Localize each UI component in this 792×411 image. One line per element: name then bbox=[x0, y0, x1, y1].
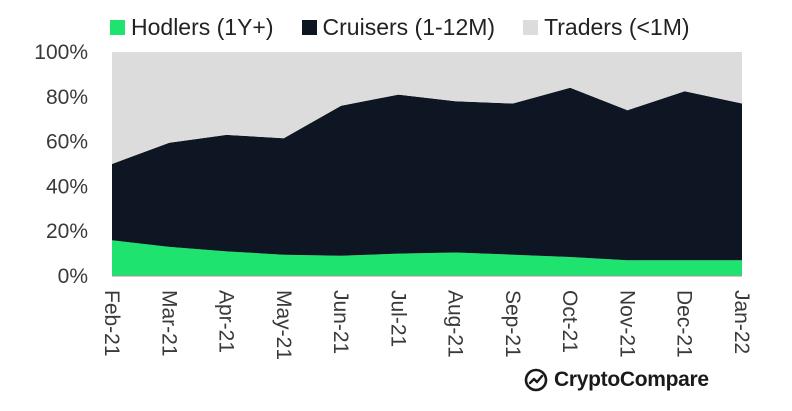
y-tick-label: 60% bbox=[46, 131, 88, 154]
y-axis: 0% 20% 40% 60% 80% 100% bbox=[34, 41, 88, 288]
chart-legend: Hodlers (1Y+) Cruisers (1-12M) Traders (… bbox=[110, 14, 690, 41]
legend-item-traders: Traders (<1M) bbox=[523, 14, 690, 41]
x-tick-label: May-21 bbox=[272, 290, 295, 360]
y-tick-label: 80% bbox=[46, 86, 88, 109]
x-tick-label: Sep-21 bbox=[501, 290, 524, 358]
area-series-traders bbox=[112, 52, 742, 164]
x-tick-label: Jan-22 bbox=[730, 290, 753, 354]
legend-swatch-hodlers bbox=[110, 20, 125, 35]
brand-name: CryptoCompare bbox=[554, 368, 709, 391]
y-tick-label: 0% bbox=[58, 265, 88, 288]
x-tick-label: Feb-21 bbox=[100, 290, 123, 357]
area-series-hodlers bbox=[112, 240, 742, 276]
x-axis: Feb-21 Mar-21 Apr-21 May-21 Jun-21 Jul-21 Aug-… bbox=[100, 275, 753, 360]
area-series-cruisers bbox=[112, 87, 742, 261]
x-tick-label: Aug-21 bbox=[444, 290, 467, 358]
legend-label-cruisers: Cruisers (1-12M) bbox=[322, 14, 496, 40]
x-tick-label: Dec-21 bbox=[673, 290, 696, 358]
x-tick-label: Oct-21 bbox=[558, 290, 581, 353]
x-tick-label: Jul-21 bbox=[386, 290, 409, 347]
legend-label-hodlers: Hodlers (1Y+) bbox=[131, 14, 274, 40]
legend-item-hodlers: Hodlers (1Y+) bbox=[110, 14, 274, 41]
y-tick-label: 100% bbox=[34, 41, 88, 64]
legend-swatch-traders bbox=[523, 20, 539, 35]
y-tick-label: 20% bbox=[46, 220, 88, 243]
x-tick-label: Jun-21 bbox=[329, 290, 352, 354]
x-tick-label: Apr-21 bbox=[215, 290, 238, 353]
legend-label-traders: Traders (<1M) bbox=[544, 14, 690, 40]
y-tick-label: 40% bbox=[46, 175, 88, 198]
legend-swatch-cruisers bbox=[301, 20, 317, 35]
x-tick-label: Nov-21 bbox=[615, 290, 638, 358]
x-tick-label: Mar-21 bbox=[157, 290, 180, 357]
series-areas bbox=[112, 52, 742, 276]
cryptocompare-brand: CryptoCompare bbox=[524, 368, 709, 392]
legend-item-cruisers: Cruisers (1-12M) bbox=[301, 14, 496, 41]
cryptocompare-logo-icon bbox=[524, 368, 548, 392]
